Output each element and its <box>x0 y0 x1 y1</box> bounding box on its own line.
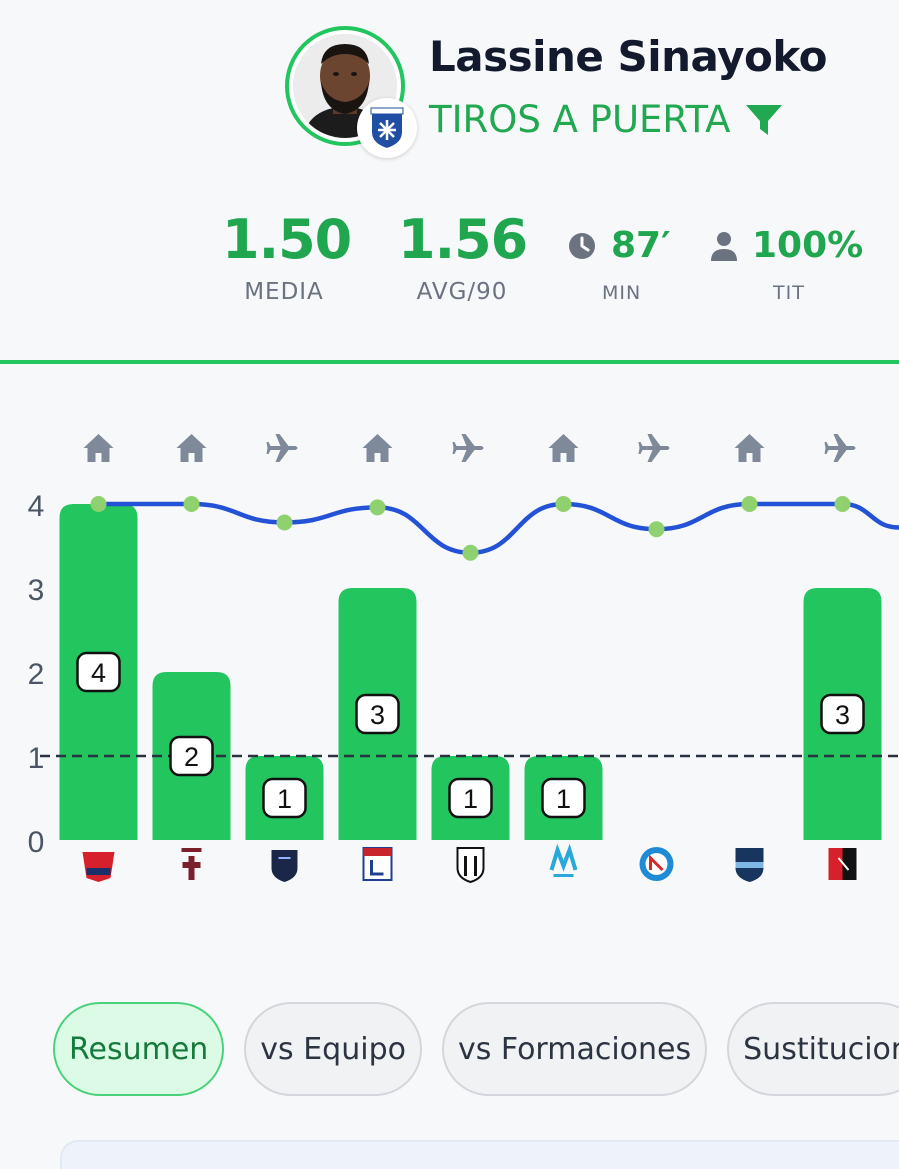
y-tick-label: 3 <box>28 574 45 607</box>
data-label: 4 <box>91 658 106 688</box>
team-logo-losc <box>82 852 115 882</box>
y-tick-label: 1 <box>28 742 45 775</box>
auxerre-crest-icon <box>370 107 404 150</box>
team-logo-om <box>549 843 578 877</box>
stat-min-label: MIN <box>602 282 642 304</box>
clock-icon <box>569 232 595 259</box>
home-icon <box>176 434 207 462</box>
home-icon <box>548 434 579 462</box>
stat-avg90: 1.56 AVG/90 <box>398 208 528 305</box>
team-logo-ol <box>362 847 393 881</box>
trend-point <box>834 496 851 512</box>
shots-on-target-chart: 0 1 2 3 4 4 2 1 3 1 1 3 <box>0 364 899 924</box>
trend-line <box>98 501 899 555</box>
tab-vs-equipo[interactable]: vs Equipo <box>244 1002 422 1096</box>
stat-type-label: TIROS A PUERTA <box>429 98 731 141</box>
person-icon <box>711 231 737 261</box>
stat-tit-value: 100% <box>752 225 864 266</box>
team-logo-fc-metz <box>181 848 202 880</box>
stat-tit: 100% <box>710 225 863 266</box>
view-tabs: Resumen vs Equipo vs Formaciones Sustitu… <box>53 1002 899 1096</box>
club-badge <box>357 98 417 158</box>
data-label: 3 <box>370 700 385 730</box>
data-label-box <box>541 777 586 819</box>
y-tick-label: 0 <box>28 826 45 859</box>
header-divider <box>0 360 899 364</box>
player-header: Lassine Sinayoko TIROS A PUERTA 1.50 MED… <box>0 0 899 364</box>
plane-icon <box>638 434 670 462</box>
tab-sustituciones[interactable]: Sustitucion <box>727 1002 899 1096</box>
y-tick-label: 4 <box>28 490 45 523</box>
y-tick-label: 2 <box>28 658 45 691</box>
home-icon <box>734 434 765 462</box>
stat-avg90-value: 1.56 <box>398 208 528 271</box>
home-icon <box>83 434 114 462</box>
stat-media: 1.50 MEDIA <box>222 208 352 305</box>
team-logo-rcs <box>639 847 674 881</box>
data-label-box <box>820 693 865 735</box>
data-label: 1 <box>463 784 478 814</box>
trend-point <box>369 499 386 516</box>
data-label-box <box>448 777 493 819</box>
plane-icon <box>452 434 484 462</box>
stat-media-label: MEDIA <box>244 279 324 305</box>
stat-avg90-label: AVG/90 <box>416 279 508 305</box>
trend-point <box>648 521 665 538</box>
data-label-box <box>355 693 400 735</box>
chart-canvas: 0 1 2 3 4 4 2 1 3 1 1 3 <box>28 434 899 884</box>
tab-vs-formaciones[interactable]: vs Formaciones <box>441 1002 708 1096</box>
data-label-box <box>262 777 307 819</box>
data-label: 2 <box>184 742 199 772</box>
stat-media-value: 1.50 <box>222 208 352 271</box>
data-label: 1 <box>277 784 292 814</box>
stat-min-value: 87′ <box>611 225 671 266</box>
stat-min: 87′ <box>567 225 671 266</box>
data-label-box <box>76 651 121 693</box>
tab-resumen[interactable]: Resumen <box>53 1002 225 1096</box>
team-logo-hac <box>735 848 764 882</box>
plane-icon <box>824 434 856 462</box>
data-label: 3 <box>835 700 850 730</box>
trend-point <box>741 496 758 512</box>
stat-type-filter[interactable]: TIROS A PUERTA <box>429 98 783 141</box>
team-logo-sco <box>456 847 485 884</box>
trend-point <box>462 544 479 561</box>
stat-tit-label: TIT <box>773 282 805 304</box>
trend-point <box>183 496 200 512</box>
filter-icon <box>745 104 782 135</box>
data-label: 1 <box>556 784 571 814</box>
data-label-box <box>169 735 214 777</box>
trend-point <box>555 496 572 512</box>
trend-point <box>90 496 107 512</box>
team-logo-srfc <box>828 848 857 880</box>
plane-icon <box>266 434 298 462</box>
player-name: Lassine Sinayoko <box>429 32 828 81</box>
home-icon <box>362 434 393 462</box>
detail-card <box>60 1140 899 1169</box>
trend-point <box>276 514 293 531</box>
team-logo-paris-fc <box>271 850 298 882</box>
